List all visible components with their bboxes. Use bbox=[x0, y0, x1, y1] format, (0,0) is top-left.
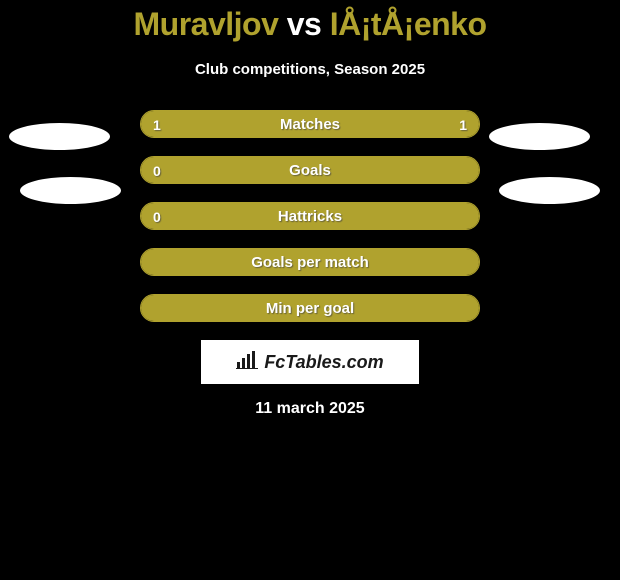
fill-right bbox=[310, 111, 479, 137]
stat-bar: Matches11 bbox=[140, 110, 480, 138]
vs-label: vs bbox=[287, 6, 322, 42]
stat-row: Min per goal bbox=[140, 294, 480, 322]
decorative-ellipse bbox=[499, 177, 600, 204]
stat-bar: Min per goal bbox=[140, 294, 480, 322]
decorative-ellipse bbox=[9, 123, 110, 150]
fill-left bbox=[141, 249, 479, 275]
decorative-ellipse bbox=[20, 177, 121, 204]
player1-name: Muravljov bbox=[133, 6, 278, 42]
stat-value-left: 0 bbox=[153, 157, 161, 183]
stat-value-left: 1 bbox=[153, 111, 161, 137]
stat-bar: Hattricks0 bbox=[140, 202, 480, 230]
date-text: 11 march 2025 bbox=[0, 400, 620, 418]
fill-left bbox=[141, 295, 479, 321]
stat-value-right: 1 bbox=[459, 111, 467, 137]
fill-left bbox=[141, 203, 479, 229]
stat-value-left: 0 bbox=[153, 203, 161, 229]
player2-name: IÅ¡tÅ¡enko bbox=[330, 6, 487, 42]
comparison-title: Muravljov vs IÅ¡tÅ¡enko bbox=[0, 0, 620, 43]
stat-bar: Goals0 bbox=[140, 156, 480, 184]
logo-box: FcTables.com bbox=[201, 340, 419, 384]
stat-row: Goals0 bbox=[140, 156, 480, 184]
stat-row: Matches11 bbox=[140, 110, 480, 138]
fill-left bbox=[141, 111, 310, 137]
stat-row: Hattricks0 bbox=[140, 202, 480, 230]
brand-logo-text: FcTables.com bbox=[264, 352, 383, 373]
chart-bars-icon bbox=[236, 351, 258, 374]
subtitle: Club competitions, Season 2025 bbox=[0, 61, 620, 78]
brand-logo: FcTables.com bbox=[236, 351, 383, 374]
stat-row: Goals per match bbox=[140, 248, 480, 276]
decorative-ellipse bbox=[489, 123, 590, 150]
fill-left bbox=[141, 157, 479, 183]
stat-bar: Goals per match bbox=[140, 248, 480, 276]
